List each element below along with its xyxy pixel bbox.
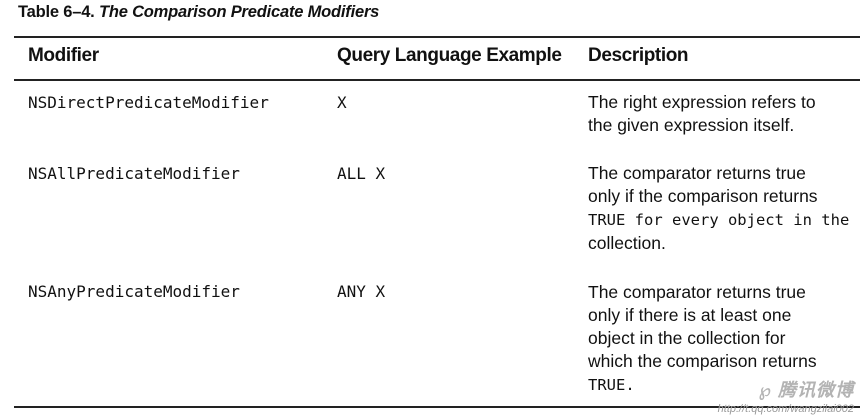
description-line: The comparator returns true [588,163,806,183]
modifier-cell: NSAllPredicateModifier [28,164,240,183]
watermark-brand: ℘ 腾讯微博 [718,376,854,402]
true-literal: TRUE. [588,376,635,394]
table-title: The Comparison Predicate Modifiers [98,3,380,21]
description-cell: The comparator returns true only if the … [588,162,853,255]
table-top-rule [14,36,860,38]
table-bottom-rule [14,406,860,408]
weibo-logo-icon: ℘ [758,380,772,400]
modifier-cell: NSAnyPredicateModifier [28,282,240,301]
example-cell: ANY X [337,282,386,301]
watermark-brand-text: 腾讯微博 [778,380,854,400]
description-line: TRUE for every object in the [588,208,853,232]
table-number: Table 6–4. [18,3,95,21]
modifier-cell: NSDirectPredicateModifier [28,93,269,112]
example-cell: X [337,93,347,112]
column-header-example: Query Language Example [337,45,562,66]
column-header-modifier: Modifier [28,45,99,66]
table-caption: Table 6–4. The Comparison Predicate Modi… [18,3,379,22]
description-line: The comparator returns true [588,282,806,302]
description-line: the given expression itself. [588,115,795,135]
description-line: object in the collection for [588,328,786,348]
true-literal: TRUE for every object in the [588,211,850,229]
description-cell: The comparator returns true only if ther… [588,281,853,397]
description-line: which the comparison returns [588,351,817,371]
description-line: TRUE. [588,373,853,397]
description-line: only if the comparison returns [588,186,818,206]
header-divider-rule [14,79,860,81]
watermark-url: http://t.qq.com/wangzilai002 [717,403,854,415]
description-cell: The right expression refers to the given… [588,91,853,137]
column-header-description: Description [588,45,689,66]
description-line: The right expression refers to [588,92,816,112]
description-line: collection. [588,233,666,253]
watermark: ℘ 腾讯微博 http://t.qq.com/wangzilai002 [718,376,854,415]
example-cell: ALL X [337,164,386,183]
description-line: only if there is at least one [588,305,792,325]
